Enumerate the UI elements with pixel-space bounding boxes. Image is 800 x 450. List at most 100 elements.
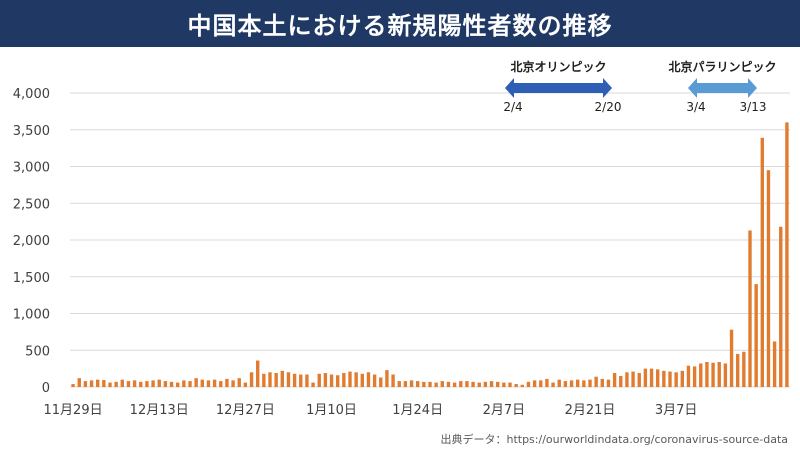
bar — [194, 378, 198, 387]
paralympic-period-arrow — [688, 78, 757, 98]
bar — [748, 230, 752, 387]
bar — [391, 374, 395, 387]
x-tick-label: 3月7日 — [655, 403, 698, 418]
bar — [668, 371, 672, 387]
bar — [249, 372, 254, 387]
olympic-end-date: 2/20 — [595, 100, 622, 114]
bar — [422, 381, 426, 387]
bar — [532, 380, 537, 387]
bar — [126, 381, 131, 387]
bar — [674, 372, 678, 387]
bar — [77, 378, 81, 387]
bar — [305, 374, 309, 387]
bar — [686, 365, 691, 387]
bar — [268, 372, 272, 387]
bar — [83, 381, 88, 387]
bar — [539, 380, 543, 387]
bar — [311, 382, 315, 387]
bar — [274, 373, 278, 387]
x-tick-label: 11月29日 — [44, 403, 103, 418]
bar — [108, 382, 112, 387]
bar — [508, 382, 512, 387]
y-axis-ticks: 0 500 1,000 1,500 2,000 2,500 3,000 3,500 4,000 — [13, 87, 50, 396]
bar — [428, 381, 432, 387]
bar — [717, 362, 721, 387]
x-axis-ticks: 11月29日 12月13日 12月27日 1月10日 1月24日 2月7日 2月21日 3月7… — [44, 403, 698, 418]
bar — [329, 374, 334, 387]
bar — [489, 381, 494, 387]
bar — [477, 382, 481, 387]
bar — [446, 381, 451, 387]
bar — [416, 381, 420, 387]
bar — [71, 384, 75, 387]
bar — [219, 381, 223, 387]
bar — [656, 369, 660, 387]
bar — [736, 353, 740, 387]
bar — [323, 373, 328, 387]
bar — [754, 284, 758, 387]
bar — [200, 379, 204, 387]
bar — [594, 376, 598, 387]
bar — [231, 380, 235, 387]
bar — [557, 379, 561, 387]
bar — [631, 371, 635, 387]
bar — [132, 380, 137, 387]
bar — [619, 375, 623, 387]
olympic-label: 北京オリンピック — [510, 59, 606, 74]
olympic-period-arrow — [505, 78, 612, 98]
bar — [729, 329, 734, 387]
bar — [711, 362, 715, 387]
bar — [163, 381, 168, 387]
bar — [569, 380, 574, 387]
y-tick-label: 1,500 — [13, 271, 50, 286]
bar — [145, 381, 149, 387]
bar — [317, 373, 321, 387]
bar — [212, 379, 217, 387]
bar — [692, 366, 697, 387]
bar — [256, 360, 260, 387]
bar — [403, 381, 408, 387]
y-tick-label: 0 — [42, 381, 50, 396]
bars — [71, 122, 789, 388]
bar — [625, 372, 629, 387]
bar — [366, 372, 371, 387]
y-tick-label: 500 — [25, 344, 50, 359]
bar — [680, 370, 684, 387]
bar — [89, 380, 94, 387]
page-title: 中国本土における新規陽性者数の推移 — [187, 12, 613, 40]
paralympic-label: 北京パラリンピック — [668, 59, 776, 74]
bar — [120, 379, 124, 387]
bar — [496, 381, 500, 387]
bar — [379, 377, 383, 387]
bar — [766, 170, 771, 387]
bar — [582, 380, 586, 387]
x-tick-label: 12月13日 — [130, 403, 189, 418]
bar — [452, 382, 457, 387]
bar — [385, 370, 389, 387]
bar — [502, 382, 506, 387]
bar — [742, 351, 746, 387]
bar — [563, 381, 568, 387]
bar — [471, 381, 475, 387]
bar — [96, 379, 100, 387]
y-tick-label: 1,000 — [13, 308, 50, 323]
bar — [612, 373, 617, 387]
bar — [600, 378, 604, 387]
y-tick-label: 4,000 — [13, 87, 50, 102]
bar — [723, 363, 728, 387]
bar — [588, 379, 592, 387]
bar — [169, 381, 174, 387]
bar — [649, 368, 654, 387]
paralympic-end-date: 3/13 — [740, 100, 767, 114]
bar — [237, 378, 241, 387]
bar — [176, 382, 180, 387]
new-cases-bar-chart: 05001,0001,5002,0002,5003,0003,5004,000 … — [13, 59, 790, 418]
bar — [102, 380, 106, 387]
bar — [779, 226, 783, 387]
bar — [545, 378, 549, 387]
bar — [188, 381, 192, 387]
bar — [409, 380, 414, 387]
bar — [483, 381, 488, 387]
bar — [292, 373, 297, 387]
bar — [139, 381, 143, 387]
